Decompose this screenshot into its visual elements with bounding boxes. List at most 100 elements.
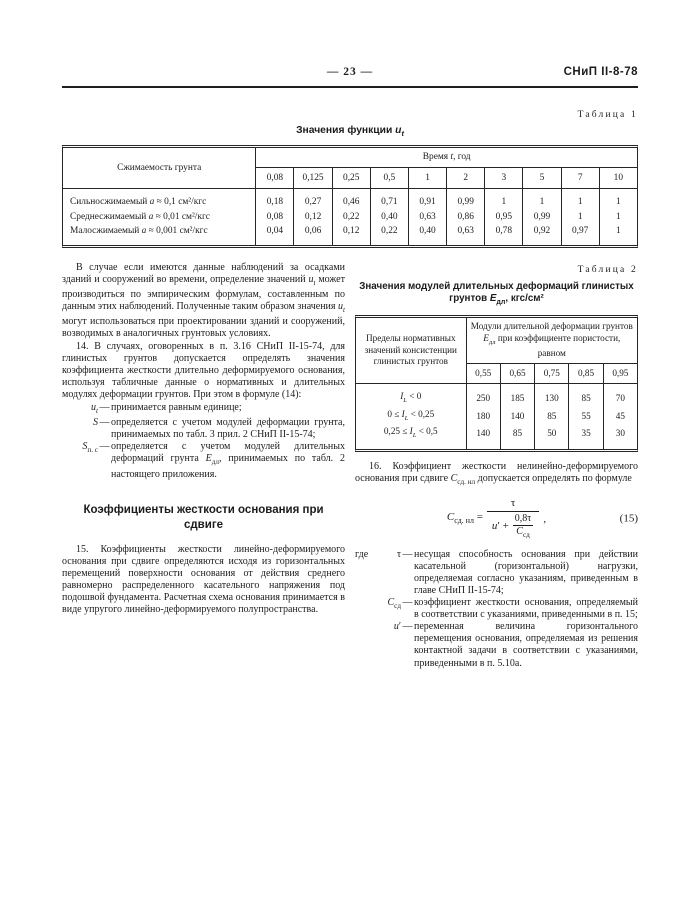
definition-term: S [93,417,98,429]
table-cell: 0,125 [293,167,332,190]
table-cell: 0,99 [522,209,560,225]
term-symbol: τ [396,548,401,560]
table-cell: 140 [465,425,500,449]
table1-caption: Таблица 1 [577,110,638,120]
table2-span-header: Модули длительной деформации грунтов Eдл… [465,318,637,364]
table-row: Среднесжимаемый a ≈ 0,01 см²/кгс 0,08 0,1… [63,209,637,225]
table-cell: 70 [602,384,637,408]
definition-term: Cсд [387,597,401,611]
table-cell: 0,75 [534,363,569,385]
definition-dash: — [402,597,413,609]
definition-item: Cсд — коэффициент жесткости основания, о… [355,597,638,621]
formula-lhs: Cсд. нл = [446,511,483,526]
table2-row-label: 0 ≤ IL < 0,25 [387,408,435,422]
table-cell: 0,55 [465,363,500,385]
definition-item: Sп. с — определяется с учетом модулей дл… [62,441,345,480]
table-cell: 0,40 [407,224,446,246]
header-rule [62,86,638,88]
table1-col1-header: Сжимаемость грунта [63,148,256,190]
table-cell: 0,12 [293,209,331,225]
table-cell: 140 [499,407,534,426]
definition-item: ut — принимается равным единице; [62,402,345,417]
table-cell: 0,22 [369,224,408,246]
table-row: IL < 0 250 185 130 85 70 [356,384,637,408]
document-page: — 23 — СНиП II-8-78 Таблица 1 Значения ф… [62,66,638,670]
table-cell: 0,25 [331,167,370,190]
table-cell: 0,40 [369,209,408,225]
table-cell: 0,86 [446,209,484,225]
table-cell: 1 [598,209,637,225]
table1-row-label: Сильносжимаемый a ≈ 0,1 см²/кгс [70,197,207,208]
where-definition-list: где τ — несущая способность основания пр… [355,549,638,670]
definition-list: ut — принимается равным единице; S — опр… [62,402,345,481]
table-cell: 0,78 [484,224,522,246]
table-cell: 0,06 [293,224,331,246]
where-label: где [355,548,369,560]
table-cell: 2 [446,167,485,190]
formula-expression: Cсд. нл = τ u′ + 0,8τ Cсд , [447,497,546,542]
definition-item: где τ — несущая способность основания пр… [355,549,638,597]
definition-dash: — [402,621,413,633]
table1-row-label: Малосжимаемый a ≈ 0,001 см²/кгс [70,226,208,237]
doc-code: СНиП II-8-78 [563,66,638,78]
table-cell: 130 [534,384,568,408]
table1-header: Сжимаемость грунта Время t, год 0,08 0,12… [63,148,637,190]
formula-trailing-comma: , [543,512,547,525]
definition-term: u′ [393,621,401,633]
table-cell: 185 [499,384,534,408]
table-cell: 180 [465,407,500,426]
table-cell: 0,95 [602,363,637,385]
definition-text: определяется с учетом модулей деформации… [111,417,345,441]
definition-dash: — [99,402,110,414]
definition-dash: — [99,441,110,453]
section-heading: Коэффициенты жесткости основания при сдв… [83,503,324,531]
table-cell: 3 [484,167,523,190]
table-cell: 85 [499,425,534,449]
left-column: В случае если имеются данные наблюдений … [62,262,345,670]
table1-span-header: Время t, год [255,148,637,168]
table-cell: 1 [407,167,447,190]
fraction: τ u′ + 0,8τ Cсд [486,496,540,542]
table-cell: 30 [602,425,637,449]
table2-caption: Таблица 2 [577,265,638,276]
table-cell: 0,85 [568,363,603,385]
table-row: 0 ≤ IL < 0,25 180 140 85 55 45 [356,407,637,426]
formula-15: Cсд. нл = τ u′ + 0,8τ Cсд , (15) [355,497,638,542]
table-cell: 45 [602,407,637,426]
fraction-numerator: τ [510,496,516,509]
table2-header: Пределы нормативных значений консистенци… [356,318,637,385]
definition-term: где τ [355,549,401,597]
definition-term: Sп. с [82,441,98,455]
definition-dash: — [402,548,413,560]
definition-term: ut [91,402,98,416]
table1-subheader-row: 0,08 0,125 0,25 0,5 1 2 3 5 7 10 [63,167,637,190]
table-cell: 0,63 [407,209,446,225]
table-row: 0,25 ≤ IL < 0,5 140 85 50 35 30 [356,425,637,449]
table-cell: 250 [465,384,500,408]
table-row: Сжимаемость грунта Время t, год [63,148,637,190]
table-cell: 55 [568,407,602,426]
table-cell: 85 [534,407,568,426]
table2-body: IL < 0 250 185 130 85 70 0 ≤ IL < 0,25 180 14… [356,384,637,449]
table-row: Сильносжимаемый a ≈ 0,1 см²/кгс 0,18 0,27… [63,189,637,210]
two-column-layout: В случае если имеются данные наблюдений … [62,262,638,670]
paragraph: В случае если имеются данные наблюдений … [62,262,345,340]
table-cell: 50 [534,425,568,449]
inner-fraction: 0,8τ Cсд [512,513,535,541]
table-cell: 0,46 [331,189,370,210]
table-cell: 0,95 [484,209,522,225]
definition-text: коэффициент жесткости основания, определ… [414,597,638,621]
fraction-denominator: u′ + 0,8τ Cсд [486,510,540,542]
table-cell: 1 [598,224,637,246]
paragraph: 16. Коэффициент жесткости нелинейно-дефо… [355,460,638,486]
denominator-term: u′ + [491,520,509,533]
table2-row-label: IL < 0 [400,391,422,405]
definition-item: u′ — переменная величина горизонтального… [355,621,638,669]
table1: Сжимаемость грунта Время t, год 0,08 0,12… [62,145,638,249]
table-cell: 1 [560,209,599,225]
table-cell: 1 [560,189,599,210]
table2-col1-header: Пределы нормативных значений консистенци… [356,318,466,385]
definition-dash: — [99,417,110,429]
table-cell: 0,27 [293,189,331,210]
table2-subheader-row: 0,55 0,65 0,75 0,85 0,95 [356,363,637,385]
